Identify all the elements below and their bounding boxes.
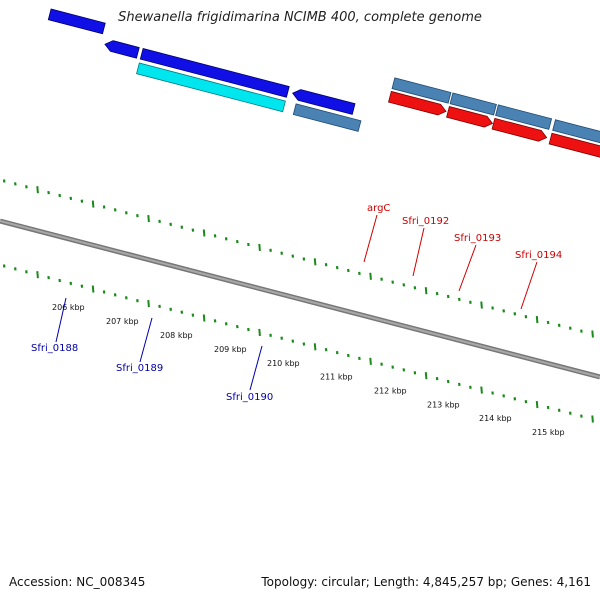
inner-major-tick (535, 401, 539, 409)
outer-major-tick (424, 287, 428, 295)
outer-major-tick (313, 258, 317, 266)
gene-red-3[interactable] (491, 117, 548, 143)
scale-label: 214 kbp (479, 414, 512, 423)
gene-steel-0190[interactable] (292, 103, 362, 132)
gene-callout-line (139, 317, 153, 363)
outer-major-tick (36, 186, 39, 194)
inner-major-tick (36, 271, 39, 279)
scale-label: 208 kbp (160, 331, 193, 340)
gene-blue-long[interactable] (139, 48, 290, 98)
gene-label-argc[interactable]: argC (367, 203, 390, 214)
gene-label-sfri_0188[interactable]: Sfri_0188 (31, 343, 78, 354)
inner-major-tick (202, 314, 206, 322)
scale-label: 213 kbp (427, 401, 460, 410)
accession-label: Accession: NC_008345 (9, 575, 146, 589)
gene-blue-left[interactable] (47, 8, 106, 35)
scale-labels: 206 kbp 207 kbp 208 kbp 209 kbp 210 kbp 211 k… (52, 303, 565, 437)
inner-major-tick (591, 415, 594, 423)
inner-major-tick (147, 300, 150, 308)
gene-steel-argC[interactable] (391, 77, 452, 104)
gene-red-4[interactable] (548, 132, 600, 162)
scale-label: 215 kbp (532, 428, 565, 437)
outer-major-tick (591, 330, 594, 338)
gene-track (47, 8, 600, 162)
gene-label-sfri_0194[interactable]: Sfri_0194 (515, 250, 562, 261)
genome-backbone (0, 218, 600, 380)
gene-callout-line (363, 214, 378, 263)
scale-label: 212 kbp (374, 387, 407, 396)
inner-major-tick (369, 357, 372, 365)
map-title: Shewanella frigidimarina NCIMB 400, comp… (118, 10, 482, 25)
outer-major-tick (202, 229, 206, 237)
inner-major-tick (258, 328, 261, 336)
outer-tick-row (2, 179, 594, 338)
gene-blue-right[interactable] (291, 88, 356, 115)
gene-steel-0192[interactable] (449, 92, 497, 116)
scale-label: 207 kbp (106, 317, 139, 326)
inner-major-tick (480, 386, 483, 394)
outer-major-tick (91, 200, 95, 208)
gene-callout-line (249, 345, 263, 391)
scale-label: 210 kbp (267, 359, 300, 368)
scale-label: 206 kbp (52, 303, 85, 312)
gene-steel-0194[interactable] (552, 119, 600, 150)
genome-summary: Topology: circular; Length: 4,845,257 bp… (261, 575, 591, 589)
inner-major-tick (313, 343, 317, 351)
outer-major-tick (535, 316, 539, 324)
gene-steel-0193[interactable] (495, 104, 553, 130)
outer-major-tick (369, 272, 372, 280)
gene-callout-line (458, 244, 477, 292)
gene-label-sfri_0189[interactable]: Sfri_0189 (116, 363, 163, 374)
gene-label-sfri_0192[interactable]: Sfri_0192 (402, 216, 449, 227)
gene-blue-small[interactable] (104, 39, 140, 59)
gene-label-sfri_0193[interactable]: Sfri_0193 (454, 233, 501, 244)
inner-tick-row (2, 264, 594, 423)
gene-red-1[interactable] (388, 90, 448, 116)
gene-label-sfri_0190[interactable]: Sfri_0190 (226, 392, 273, 403)
gene-labels: Sfri_0188 Sfri_0189 Sfri_0190 argC Sfri_0192… (31, 203, 562, 403)
gene-red-2[interactable] (446, 106, 494, 129)
scale-label: 209 kbp (214, 345, 247, 354)
inner-major-tick (424, 372, 428, 380)
scale-label: 211 kbp (320, 373, 353, 382)
gene-callout-line (412, 227, 425, 277)
outer-major-tick (258, 243, 261, 251)
outer-major-tick (480, 301, 483, 309)
gene-callout-line (520, 261, 538, 310)
gene-cyan[interactable] (136, 62, 286, 113)
inner-major-tick (91, 285, 95, 293)
gene-callout-line (55, 297, 67, 343)
outer-major-tick (147, 215, 150, 223)
